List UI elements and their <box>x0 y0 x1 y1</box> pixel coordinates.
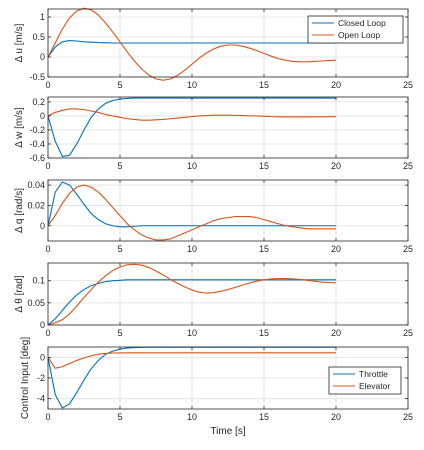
legend-label: Elevator <box>359 381 390 391</box>
y-tick-label: -0.6 <box>29 153 45 163</box>
x-tick-label: 10 <box>187 412 197 422</box>
x-tick-label: 25 <box>403 328 413 338</box>
x-tick-label: 10 <box>187 244 197 254</box>
x-tick-label: 20 <box>331 412 341 422</box>
x-axis-label: Time [s] <box>210 426 245 437</box>
x-tick-label: 0 <box>45 244 50 254</box>
legend: Throttle Elevator <box>328 366 402 395</box>
subplot-4: 0 5 10 15 20 25 0 0.05 0.1 Δ θ [rad] <box>14 262 413 338</box>
x-tick-label: 5 <box>117 328 122 338</box>
series-line-open-loop <box>47 108 337 121</box>
x-tick-label: 20 <box>331 328 341 338</box>
x-tick-label: 15 <box>259 161 269 171</box>
series-line-elevator <box>47 352 336 369</box>
x-tick-label: 15 <box>259 412 269 422</box>
axes-frame <box>47 8 409 78</box>
axes-frame <box>47 179 409 242</box>
y-tick-label: -4 <box>37 394 45 404</box>
legend-label: Throttle <box>359 369 388 379</box>
y-tick-label: 1 <box>40 12 45 22</box>
x-tick-label: 0 <box>45 412 50 422</box>
x-tick-label: 10 <box>187 328 197 338</box>
legend-label: Open Loop <box>338 30 380 40</box>
legend-label: Closed Loop <box>338 18 386 28</box>
y-tick-label: 0.02 <box>27 200 45 210</box>
y-tick-label: 0.1 <box>32 276 45 286</box>
series-line-open-loop <box>47 263 337 326</box>
y-tick-label: 0 <box>40 352 45 362</box>
x-tick-label: 0 <box>45 161 50 171</box>
x-tick-label: 5 <box>117 161 122 171</box>
subplot-3: 0 5 10 15 20 25 0 0.02 0.04Δ q [rad/s] <box>14 179 413 254</box>
subplot-2: 0 5 10 15 20 25 -0.6 -0.4 -0.2 0 0.2 Δ w [m/s] <box>14 96 413 171</box>
axes-frame <box>47 96 409 159</box>
series-line-open-loop <box>47 7 337 81</box>
x-tick-label: 25 <box>403 412 413 422</box>
x-tick-label: 15 <box>259 328 269 338</box>
y-tick-label: -0.2 <box>29 125 45 135</box>
y-tick-label: 0 <box>40 52 45 62</box>
y-axis-label: Control Input [deg] <box>20 337 31 419</box>
subplot-5: 0 5 10 15 20 25 -4 -2 0 Control Input [deg] Time [… <box>20 337 413 437</box>
y-tick-label: -0.4 <box>29 139 45 149</box>
y-axis-label: Δ θ [rad] <box>14 275 25 312</box>
y-tick-label: 0.2 <box>32 97 45 107</box>
y-tick-label: 0.05 <box>27 298 45 308</box>
y-tick-label: 0 <box>40 320 45 330</box>
series-line-open-loop <box>47 184 336 241</box>
x-tick-label: 25 <box>403 161 413 171</box>
x-tick-label: 15 <box>259 80 269 90</box>
subplot-1: 0 5 10 15 20 25-0.500.51Δ u [m/s]Closed LoopO… <box>14 7 413 90</box>
x-tick-label: 25 <box>403 244 413 254</box>
y-tick-label: -0.5 <box>29 72 45 82</box>
x-tick-label: 20 <box>331 161 341 171</box>
x-tick-label: 25 <box>403 80 413 90</box>
x-tick-label: 0 <box>45 328 50 338</box>
y-tick-label: 0.5 <box>32 32 45 42</box>
x-tick-label: 0 <box>45 80 50 90</box>
plot-area <box>48 97 408 158</box>
x-tick-label: 15 <box>259 244 269 254</box>
plot-area <box>48 263 408 325</box>
y-axis-label: Δ w [m/s] <box>14 107 25 148</box>
legend-box <box>328 366 402 395</box>
legend: Closed Loop Open Loop <box>307 15 404 44</box>
y-axis-label: Δ q [rad/s] <box>14 188 25 233</box>
y-axis-label: Δ u [m/s] <box>14 23 25 62</box>
axes-frame <box>47 262 409 326</box>
x-tick-label: 10 <box>187 161 197 171</box>
legend-box <box>307 15 404 44</box>
plot-area <box>48 180 408 241</box>
y-tick-label: 0.04 <box>27 180 45 190</box>
x-tick-label: 20 <box>331 80 341 90</box>
x-tick-label: 10 <box>187 80 197 90</box>
x-tick-label: 5 <box>117 80 122 90</box>
x-tick-label: 20 <box>331 244 341 254</box>
x-tick-label: 5 <box>117 244 122 254</box>
y-tick-label: -2 <box>37 373 45 383</box>
y-tick-label: 0 <box>40 221 45 231</box>
series-line-closed-loop <box>47 40 336 58</box>
y-tick-label: 0 <box>40 111 45 121</box>
x-tick-label: 5 <box>117 412 122 422</box>
